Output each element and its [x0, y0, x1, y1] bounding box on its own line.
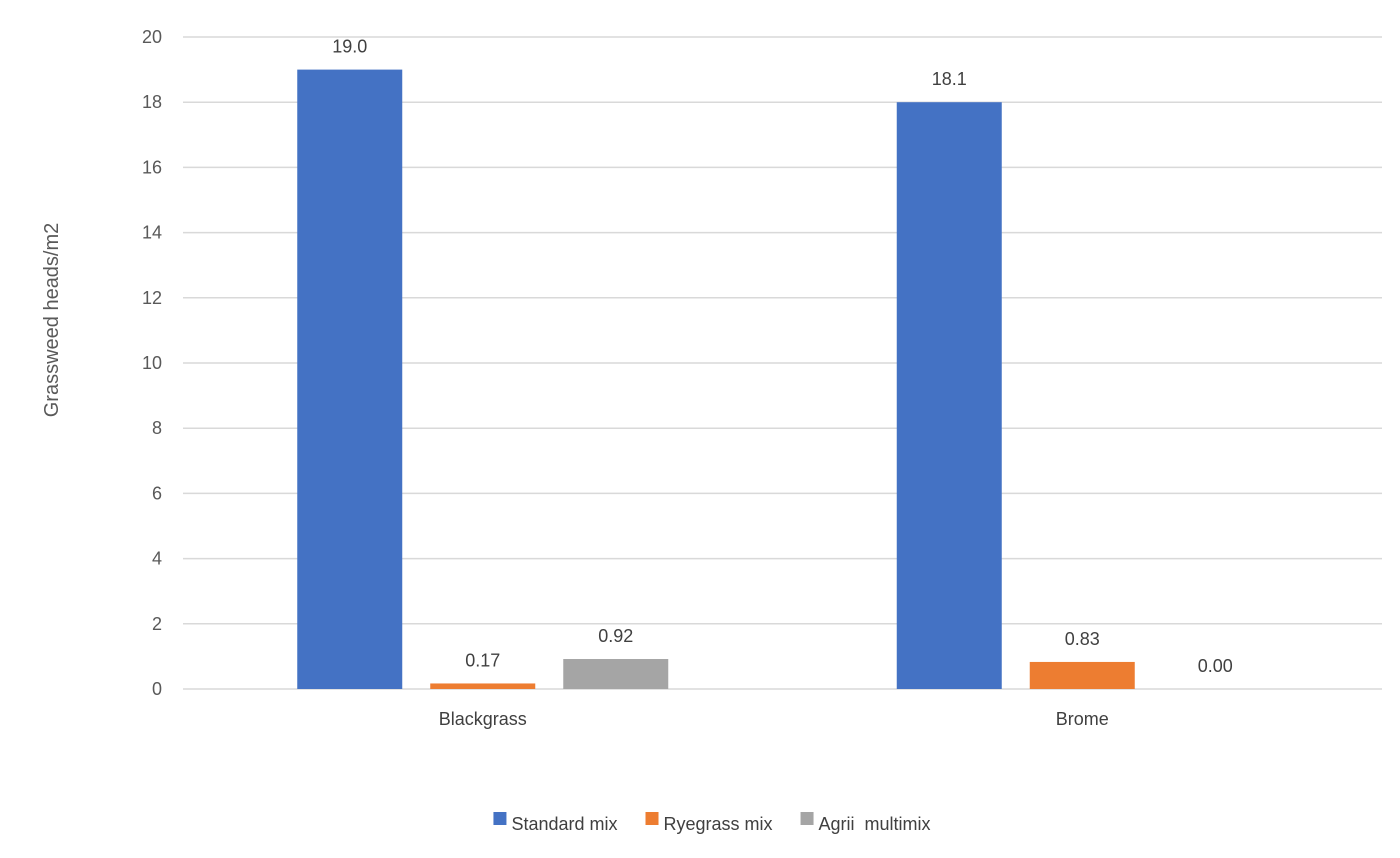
legend-item: Agrii multimix — [800, 812, 931, 834]
legend-swatch — [645, 812, 659, 825]
legend: Standard mix Ryegrass mix Agrii multimix — [493, 812, 931, 834]
data-label: 18.1 — [932, 69, 967, 89]
data-label: 0.92 — [598, 626, 633, 646]
bar-agrii-multimix-blackgrass — [563, 659, 669, 689]
y-tick-label: 14 — [142, 223, 162, 243]
y-tick-label: 18 — [142, 92, 162, 112]
y-tick-label: 2 — [152, 614, 162, 634]
y-axis-title: Grassweed heads/m2 — [41, 223, 63, 418]
y-tick-label: 16 — [142, 157, 162, 177]
y-tick-label: 6 — [152, 483, 162, 503]
data-labels: 19.0 0.17 0.92 18.1 0.83 0.00 — [332, 37, 1233, 676]
bars — [297, 69, 1135, 690]
y-tick-label: 12 — [142, 288, 162, 308]
data-label: 19.0 — [332, 37, 367, 57]
x-category-label: Brome — [1056, 709, 1109, 729]
x-axis-categories: Blackgrass Brome — [439, 709, 1109, 729]
y-tick-label: 10 — [142, 353, 162, 373]
y-tick-label: 20 — [142, 27, 162, 47]
bar-standard-mix-blackgrass — [297, 69, 403, 690]
legend-item: Standard mix — [493, 812, 618, 834]
data-label: 0.83 — [1065, 629, 1100, 649]
data-label: 0.17 — [465, 650, 500, 670]
bar-ryegrass-mix-blackgrass — [430, 683, 536, 689]
legend-label: Standard mix — [511, 814, 617, 834]
y-tick-label: 8 — [152, 418, 162, 438]
y-axis-ticks: 0 2 4 6 8 10 12 14 16 18 20 — [142, 27, 162, 699]
legend-label: Ryegrass mix — [664, 814, 773, 834]
y-tick-label: 0 — [152, 679, 162, 699]
legend-item: Ryegrass mix — [645, 812, 773, 834]
legend-label: Agrii multimix — [819, 814, 931, 834]
data-label: 0.00 — [1198, 656, 1233, 676]
legend-swatch — [493, 812, 507, 825]
bar-standard-mix-brome — [896, 102, 1002, 689]
bar-ryegrass-mix-brome — [1029, 661, 1135, 689]
x-category-label: Blackgrass — [439, 709, 527, 729]
y-tick-label: 4 — [152, 549, 162, 569]
legend-swatch — [800, 812, 814, 825]
